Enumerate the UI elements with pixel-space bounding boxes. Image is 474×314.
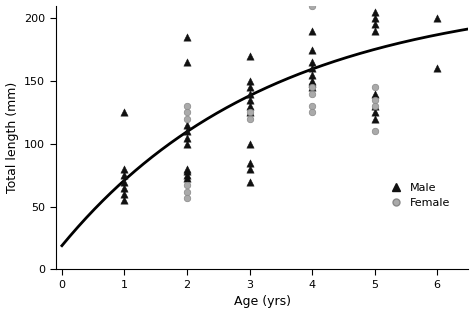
Point xyxy=(433,16,441,21)
Point xyxy=(371,22,378,27)
Y-axis label: Total length (mm): Total length (mm) xyxy=(6,82,18,193)
Point xyxy=(308,91,316,96)
Point xyxy=(121,179,128,184)
Point xyxy=(371,16,378,21)
Point xyxy=(308,47,316,52)
Point xyxy=(371,85,378,90)
Point xyxy=(246,104,253,109)
Point xyxy=(308,72,316,77)
Point xyxy=(371,110,378,115)
Point xyxy=(183,189,191,194)
Point xyxy=(246,53,253,58)
Point xyxy=(121,198,128,203)
Legend: Male, Female: Male, Female xyxy=(381,179,455,212)
Point xyxy=(183,35,191,40)
Point xyxy=(246,166,253,171)
Point xyxy=(371,116,378,121)
Point xyxy=(183,183,191,188)
Point xyxy=(246,110,253,115)
Point xyxy=(183,175,191,180)
Point xyxy=(246,97,253,102)
Point xyxy=(246,141,253,146)
Point xyxy=(371,104,378,109)
Point xyxy=(371,9,378,14)
Point xyxy=(371,104,378,109)
Point xyxy=(246,179,253,184)
Point xyxy=(183,135,191,140)
Point xyxy=(246,116,253,121)
Point xyxy=(121,192,128,197)
Point xyxy=(246,110,253,115)
Point xyxy=(183,166,191,171)
Point xyxy=(183,129,191,134)
Point xyxy=(371,28,378,33)
Point xyxy=(246,85,253,90)
Point xyxy=(308,85,316,90)
Point xyxy=(371,91,378,96)
Point xyxy=(183,195,191,200)
Point xyxy=(183,141,191,146)
Point xyxy=(246,91,253,96)
Point xyxy=(183,122,191,127)
Point xyxy=(308,81,316,86)
Point xyxy=(308,3,316,8)
Point xyxy=(246,78,253,84)
Point xyxy=(433,66,441,71)
Point xyxy=(183,104,191,109)
Point xyxy=(371,97,378,102)
Point xyxy=(308,60,316,65)
Point xyxy=(121,166,128,171)
Point xyxy=(246,160,253,165)
Point xyxy=(308,110,316,115)
X-axis label: Age (yrs): Age (yrs) xyxy=(234,295,291,308)
Point xyxy=(371,129,378,134)
Point xyxy=(183,110,191,115)
Point xyxy=(183,116,191,121)
Point xyxy=(121,185,128,190)
Point xyxy=(308,66,316,71)
Point xyxy=(121,110,128,115)
Point xyxy=(183,60,191,65)
Point xyxy=(183,173,191,178)
Point xyxy=(308,28,316,33)
Point xyxy=(308,85,316,90)
Point xyxy=(308,104,316,109)
Point xyxy=(121,173,128,178)
Point xyxy=(183,169,191,174)
Point xyxy=(308,78,316,84)
